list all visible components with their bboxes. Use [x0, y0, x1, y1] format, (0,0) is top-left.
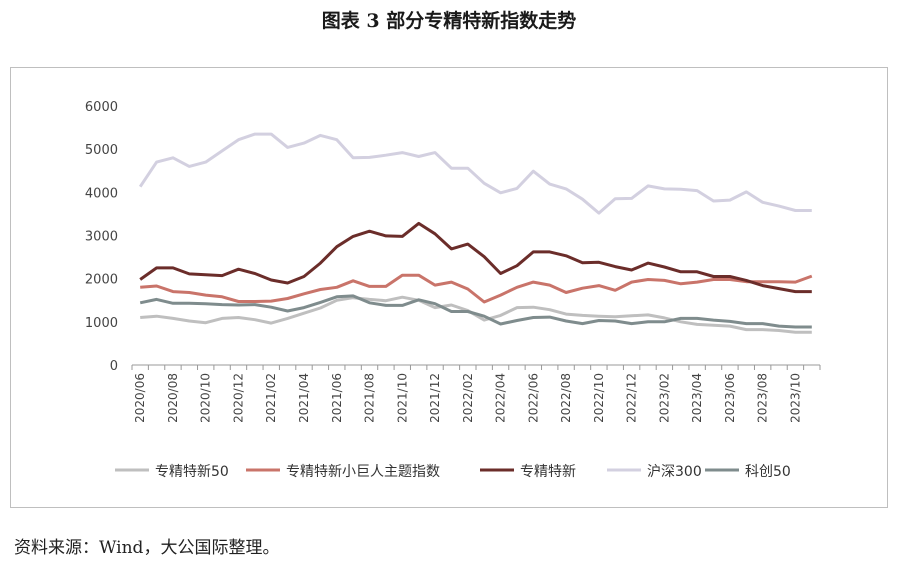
x-tick-label: 2020/12 — [231, 373, 245, 423]
x-tick-label: 2020/08 — [166, 373, 180, 423]
series-line — [139, 221, 812, 294]
x-tick-label: 2022/04 — [494, 373, 508, 423]
y-tick-label: 2000 — [85, 273, 118, 288]
chart-frame — [10, 67, 888, 508]
x-tick-label: 2023/04 — [690, 373, 704, 423]
series-line — [138, 132, 812, 215]
source-note: 资料来源：Wind，大公国际整理。 — [14, 538, 280, 558]
figure-title: 图表 3 部分专精特新指数走势 — [321, 10, 577, 32]
x-tick-label: 2022/06 — [526, 373, 540, 423]
legend-label: 沪深300 — [647, 464, 702, 480]
x-tick-label: 2021/04 — [297, 373, 311, 423]
series-line — [139, 294, 812, 329]
x-tick-label: 2020/06 — [133, 373, 147, 423]
x-tick-label: 2023/02 — [657, 373, 671, 423]
y-tick-label: 1000 — [85, 316, 118, 331]
y-tick-label: 6000 — [85, 100, 118, 115]
y-tick-label: 5000 — [85, 143, 118, 158]
legend-label: 专精特新50 — [155, 464, 229, 480]
x-tick-label: 2023/08 — [756, 373, 770, 423]
x-tick-label: 2022/10 — [592, 373, 606, 423]
legend-label: 科创50 — [745, 464, 791, 480]
y-tick-label: 3000 — [85, 230, 118, 245]
x-tick-label: 2023/10 — [788, 373, 802, 423]
legend-label: 专精特新小巨人主题指数 — [286, 464, 440, 480]
x-tick-label: 2023/06 — [723, 373, 737, 423]
x-tick-label: 2021/10 — [395, 373, 409, 423]
x-tick-label: 2021/02 — [264, 373, 278, 423]
legend-label: 专精特新 — [520, 464, 576, 480]
x-tick-label: 2022/08 — [559, 373, 573, 423]
x-tick-label: 2022/02 — [461, 373, 475, 423]
y-tick-label: 4000 — [85, 186, 118, 201]
x-tick-label: 2020/10 — [199, 373, 213, 423]
x-tick-label: 2021/06 — [330, 373, 344, 423]
x-tick-label: 2021/12 — [428, 373, 442, 423]
x-tick-label: 2021/08 — [363, 373, 377, 423]
x-tick-label: 2022/12 — [625, 373, 639, 423]
series-line — [140, 273, 813, 304]
y-tick-label: 0 — [110, 359, 118, 374]
